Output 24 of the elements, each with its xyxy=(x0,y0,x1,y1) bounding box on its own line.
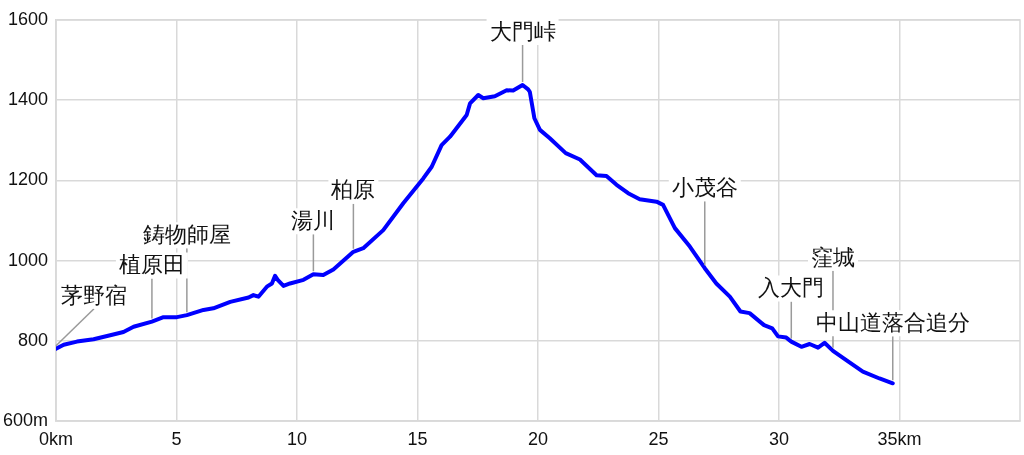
y-tick-label: 1400 xyxy=(7,89,48,110)
y-tick-label: 1000 xyxy=(7,249,48,270)
y-tick-label: 600m xyxy=(2,409,48,430)
x-tick-label: 0km xyxy=(38,428,74,449)
x-tick-label: 20 xyxy=(527,428,549,449)
annotation: 中山道落合追分 xyxy=(815,310,970,336)
annotation: 大門峠 xyxy=(489,18,556,44)
x-tick-label: 10 xyxy=(286,428,308,449)
y-tick-label: 1200 xyxy=(7,169,48,190)
annotation: 植原田 xyxy=(118,252,185,278)
x-tick-label: 15 xyxy=(407,428,428,449)
x-tick-label: 25 xyxy=(648,428,669,449)
y-tick-label: 800 xyxy=(17,329,48,350)
annotation: 窪城 xyxy=(810,244,855,270)
annotation: 小茂谷 xyxy=(671,174,738,200)
annotation: 湯川 xyxy=(291,207,336,233)
annotation: 茅野宿 xyxy=(61,282,127,308)
x-tick-label: 5 xyxy=(171,428,182,449)
annotation: 柏原 xyxy=(330,177,376,203)
x-tick-label: 35km xyxy=(877,428,922,449)
annotation: 鋳物師屋 xyxy=(142,221,231,247)
x-tick-label: 30 xyxy=(768,428,790,449)
annotation: 入大門 xyxy=(758,275,825,301)
y-tick-label: 1600 xyxy=(7,8,48,29)
